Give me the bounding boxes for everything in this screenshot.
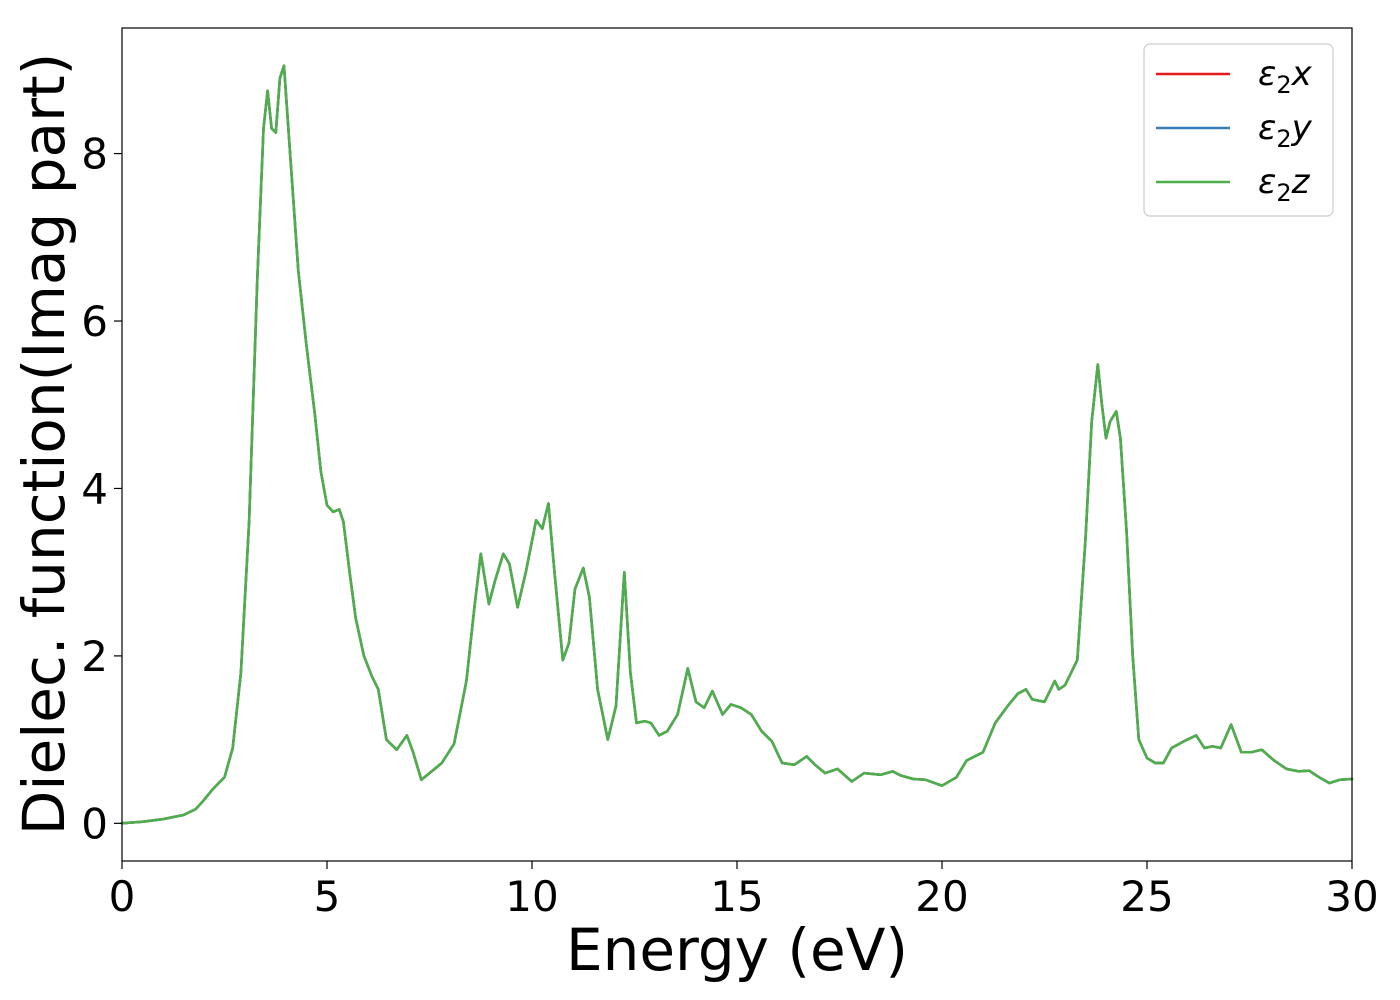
series-line-3 bbox=[120, 64, 1354, 825]
x-tick-label: 5 bbox=[314, 872, 341, 921]
legend-box bbox=[1143, 43, 1334, 217]
legend-label-1: ε2x bbox=[1258, 54, 1313, 99]
y-tick-label: 0 bbox=[81, 799, 108, 848]
x-axis: 0 5 10 15 20 25 30 bbox=[109, 861, 1379, 921]
legend-label-2: ε2y bbox=[1258, 108, 1313, 153]
y-tick-label: 4 bbox=[81, 464, 108, 513]
x-tick-label: 30 bbox=[1325, 872, 1378, 921]
x-tick-label: 20 bbox=[915, 872, 968, 921]
x-tick-label: 0 bbox=[109, 872, 136, 921]
x-tick-label: 25 bbox=[1120, 872, 1173, 921]
y-axis: 0 2 4 6 8 bbox=[81, 130, 122, 848]
legend-label-3: ε2z bbox=[1258, 162, 1311, 207]
y-tick-label: 2 bbox=[81, 632, 108, 681]
x-tick-label: 10 bbox=[505, 872, 558, 921]
x-tick-label: 15 bbox=[710, 872, 763, 921]
y-axis-title: Dielec. function(Imag part) bbox=[10, 53, 78, 836]
series-layer bbox=[120, 64, 1354, 825]
x-axis-title: Energy (eV) bbox=[566, 916, 908, 984]
y-tick-label: 6 bbox=[81, 297, 108, 346]
y-tick-label: 8 bbox=[81, 130, 108, 179]
legend: ε2x ε2y ε2z bbox=[1143, 43, 1334, 217]
